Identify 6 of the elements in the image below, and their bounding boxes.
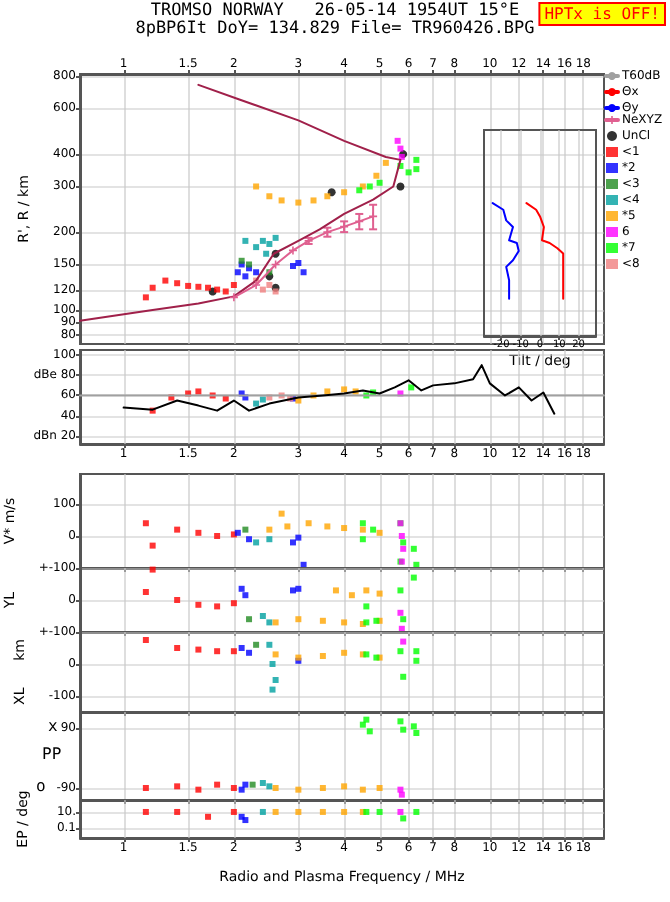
text: PP (42, 745, 62, 763)
text: HPTx is OFF! (544, 5, 660, 23)
chart-title: TROMSO NORWAY 26-05-14 1954UT 15°E (150, 1, 520, 21)
text: o (36, 777, 46, 795)
text: x (48, 717, 58, 735)
chart-subtitle: 8pBP6It DoY= 134.829 File= TR960426.BPG (135, 19, 535, 39)
